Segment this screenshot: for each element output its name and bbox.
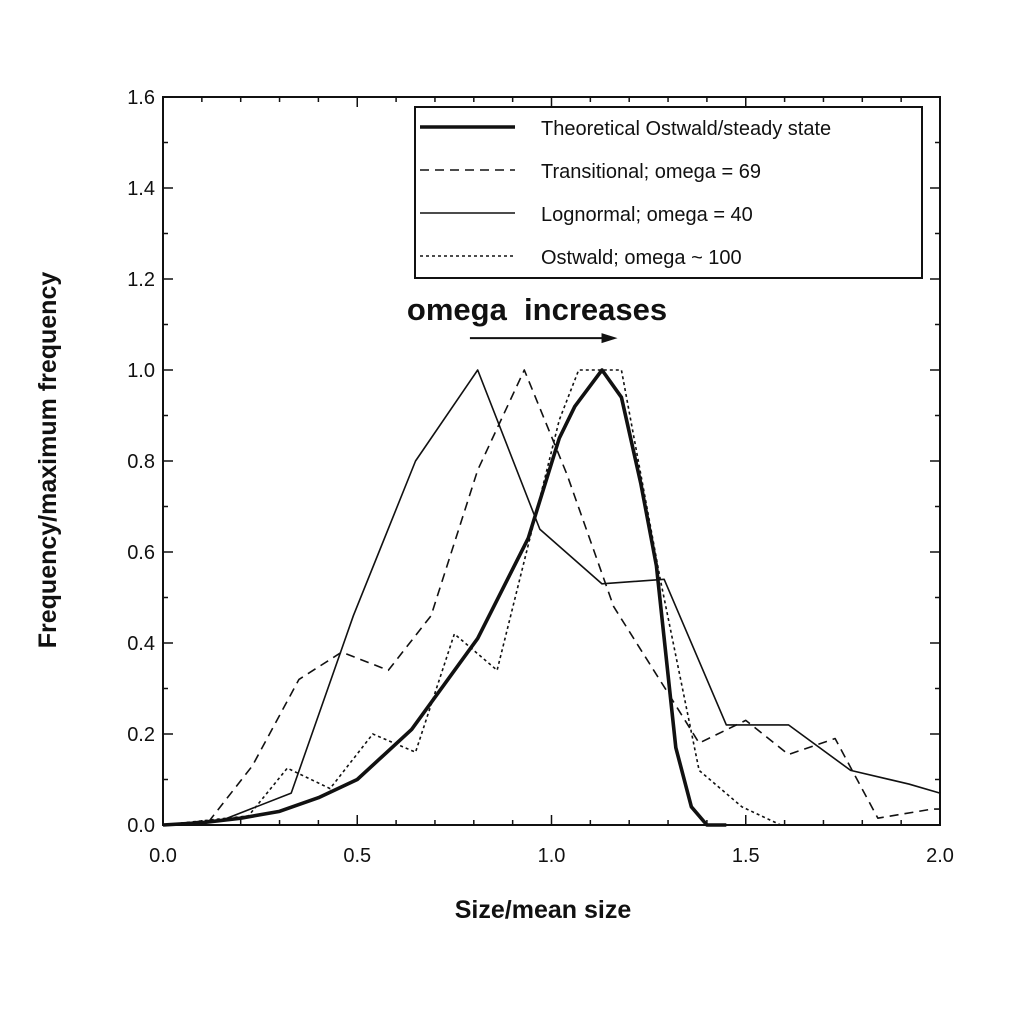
arrow-head-icon xyxy=(602,333,618,343)
legend-label: Lognormal; omega = 40 xyxy=(541,204,753,226)
annotation-text: omega increases xyxy=(407,292,667,327)
x-tick-label: 1.0 xyxy=(538,845,566,867)
y-tick-label: 0.0 xyxy=(127,815,155,837)
series-line-1 xyxy=(163,370,940,825)
legend: Theoretical Ostwald/steady state Transiti… xyxy=(415,107,922,278)
y-tick-label: 1.0 xyxy=(127,360,155,382)
y-tick-label: 0.8 xyxy=(127,451,155,473)
y-tick-label: 1.2 xyxy=(127,269,155,291)
series-line-0 xyxy=(163,370,726,825)
annotation-arrow xyxy=(470,333,618,343)
legend-label: Theoretical Ostwald/steady state xyxy=(541,118,831,140)
legend-label: Transitional; omega = 69 xyxy=(541,161,761,183)
series-group xyxy=(163,370,940,825)
x-tick-label: 0.5 xyxy=(343,845,371,867)
y-tick-label: 0.4 xyxy=(127,633,155,655)
x-tick-label: 0.0 xyxy=(149,845,177,867)
y-tick-label: 1.6 xyxy=(127,87,155,109)
y-tick-label: 1.4 xyxy=(127,178,155,200)
y-axis-label: Frequency/maximum frequency xyxy=(34,272,62,649)
legend-label: Ostwald; omega ~ 100 xyxy=(541,247,742,269)
x-axis-label: Size/mean size xyxy=(455,896,632,924)
x-tick-label: 1.5 xyxy=(732,845,760,867)
x-tick-label: 2.0 xyxy=(926,845,954,867)
y-tick-label: 0.2 xyxy=(127,724,155,746)
y-tick-label: 0.6 xyxy=(127,542,155,564)
series-line-3 xyxy=(163,370,781,825)
